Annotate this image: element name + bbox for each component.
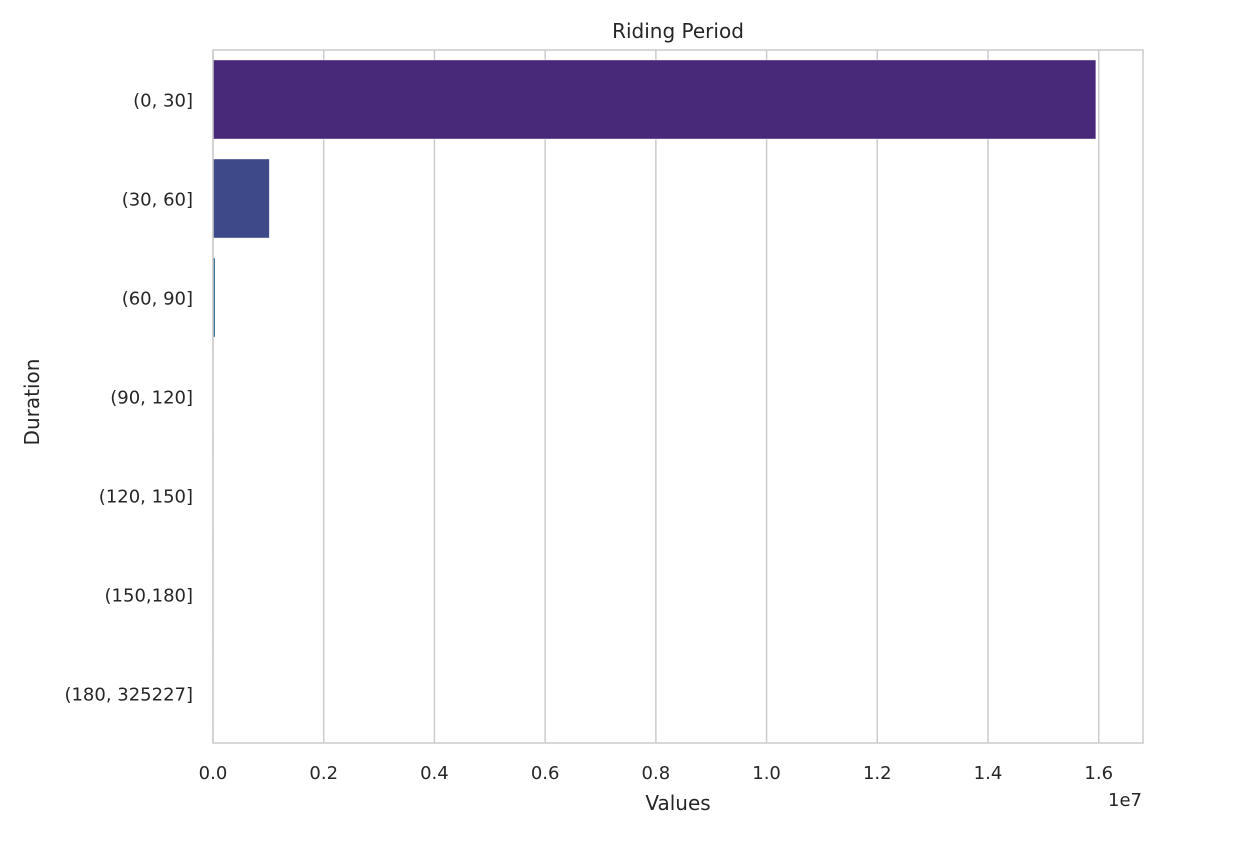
x-axis-label: Values <box>645 791 710 815</box>
x-tick-label: 0.0 <box>199 763 228 784</box>
y-tick-label: (120, 150] <box>99 487 193 508</box>
x-tick-label: 1.0 <box>752 763 781 784</box>
y-tick-label: (180, 325227] <box>64 685 193 706</box>
y-tick-label: (60, 90] <box>122 289 193 310</box>
x-scale-offset: 1e7 <box>1108 790 1142 811</box>
bar <box>212 158 270 239</box>
y-tick-label: (150,180] <box>105 586 193 607</box>
chart-title: Riding Period <box>612 19 744 43</box>
bars <box>212 59 1097 734</box>
plot-frame <box>212 49 1144 744</box>
y-tick-labels: (0, 30] (30, 60] (60, 90] (90, 120] (120, 15… <box>64 91 193 706</box>
x-tick-labels: 0.0 0.2 0.4 0.6 0.8 1.0 1.2 1.4 1.6 <box>199 763 1113 784</box>
x-tick-label: 0.8 <box>642 763 671 784</box>
y-tick-label: (0, 30] <box>133 91 193 112</box>
y-tick-label: (30, 60] <box>122 190 193 211</box>
x-tick-label: 1.4 <box>974 763 1003 784</box>
x-tick-label: 1.6 <box>1084 763 1113 784</box>
y-axis-label: Duration <box>20 359 44 446</box>
x-tick-label: 0.6 <box>531 763 560 784</box>
x-tick-label: 0.4 <box>420 763 449 784</box>
x-tick-label: 0.2 <box>309 763 338 784</box>
y-tick-label: (90, 120] <box>110 388 193 409</box>
x-tick-label: 1.2 <box>863 763 892 784</box>
bar <box>212 59 1097 140</box>
